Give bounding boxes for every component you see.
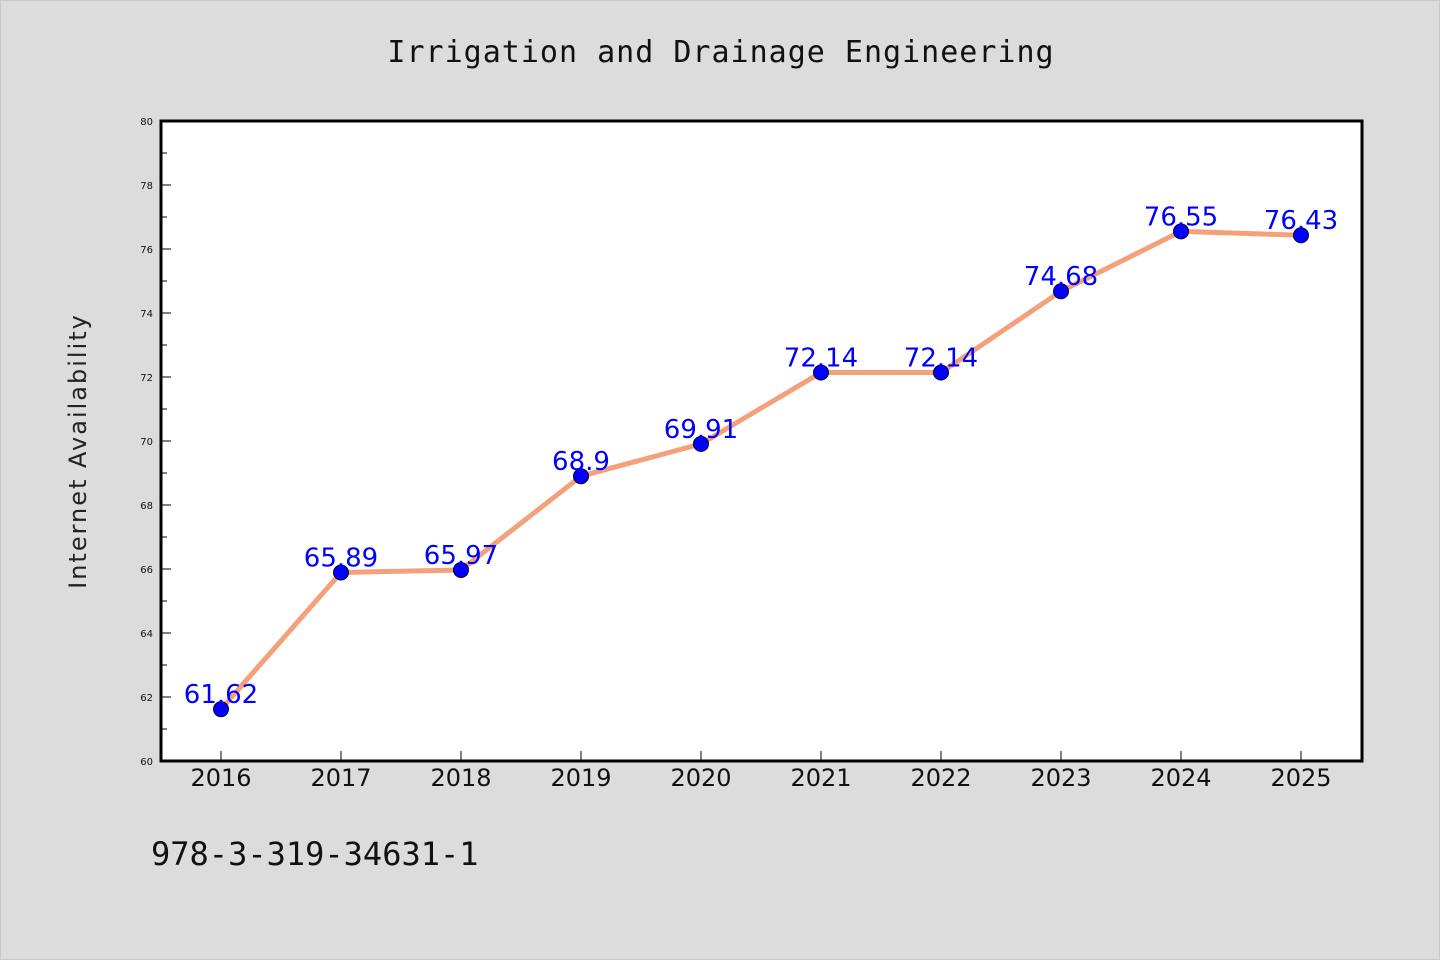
x-tick-label: 2017 [310,764,371,792]
data-point [333,564,349,581]
y-tick-label: 74 [140,309,153,320]
data-point [1053,283,1069,300]
x-tick-label: 2025 [1270,764,1331,792]
x-tick-label: 2023 [1030,764,1091,792]
x-tick-label: 2021 [790,764,851,792]
data-label: 69.91 [664,415,738,445]
data-point [1293,227,1309,244]
data-label: 72.14 [904,344,978,374]
data-label: 74.68 [1024,262,1098,292]
x-axis: 2016 2017 2018 2019 2020 2021 2022 2023 2024 2025 [190,751,1332,792]
y-tick-label: 78 [140,181,153,192]
footer-code: 978-3-319-34631-1 [151,835,479,873]
chart-title: Irrigation and Drainage Engineering [387,35,1055,70]
x-tick-label: 2024 [1150,764,1211,792]
x-tick-label: 2020 [670,764,731,792]
data-label: 76.55 [1144,202,1218,232]
x-tick-label: 2018 [430,764,491,792]
y-tick-label: 60 [140,757,153,768]
y-tick-label: 76 [140,245,153,256]
data-point [213,701,229,718]
data-point [693,435,709,452]
data-label: 76.43 [1264,206,1338,236]
data-label: 61.62 [184,680,258,710]
x-tick-label: 2022 [910,764,971,792]
data-label: 65.89 [304,544,378,574]
data-point [573,468,589,485]
y-axis: 60 62 64 66 68 70 72 74 76 78 80 [140,117,171,768]
y-tick-label: 68 [140,501,153,512]
x-tick-label: 2016 [190,764,251,792]
data-point [1173,223,1189,240]
y-tick-label: 80 [140,117,153,128]
y-axis-label: Internet Availability [64,313,92,589]
y-tick-label: 72 [140,373,153,384]
data-point [933,364,949,381]
plot-area [159,119,1364,763]
data-point [453,561,469,578]
series-line [218,228,1304,712]
x-tick-label: 2019 [550,764,611,792]
data-label: 72.14 [784,344,858,374]
series-group: 61.62 65.89 65.97 68.9 69.91 72.14 72.14 74.68 7… [184,202,1338,718]
y-tick-label: 62 [140,693,153,704]
data-label: 68.9 [552,447,610,477]
y-tick-label: 64 [140,629,153,640]
data-label: 65.97 [424,541,498,571]
data-point [813,364,829,381]
y-tick-label: 66 [140,565,153,576]
y-tick-label: 70 [140,437,153,448]
